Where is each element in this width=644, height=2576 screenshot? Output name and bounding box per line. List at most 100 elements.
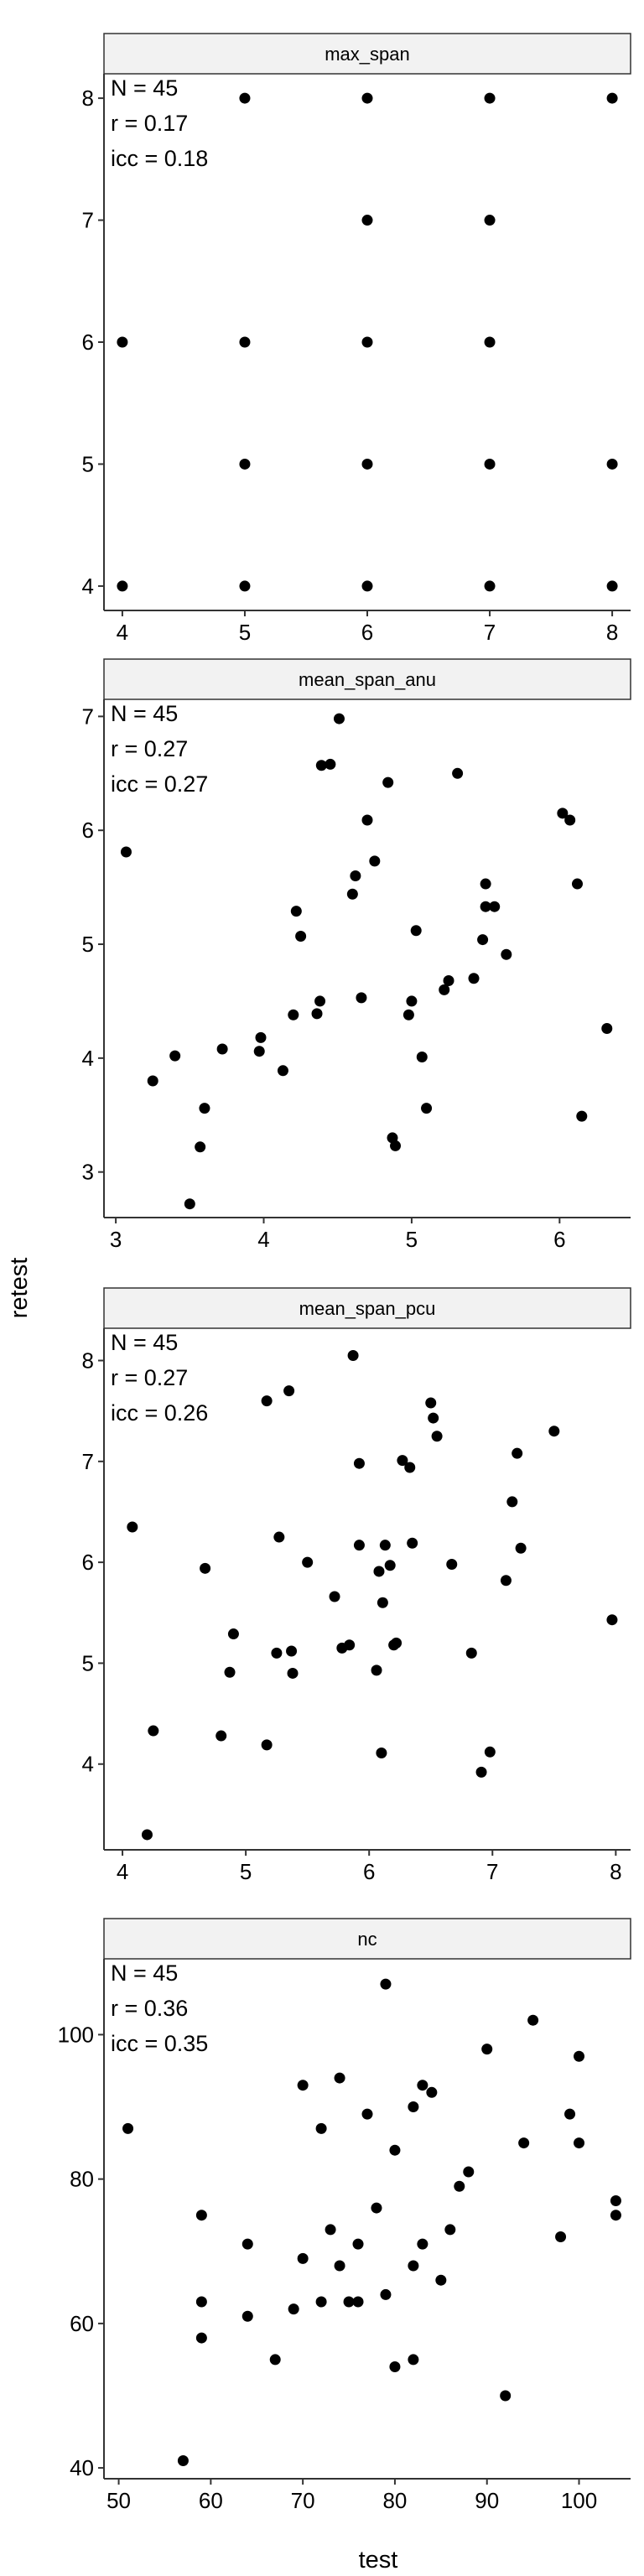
data-point — [200, 1562, 211, 1574]
data-point — [361, 814, 373, 826]
data-point — [484, 92, 496, 104]
stat-annotation: N = 45 — [111, 75, 178, 101]
data-point — [261, 1395, 273, 1407]
data-point — [557, 808, 569, 819]
data-point — [404, 1462, 416, 1473]
y-tick-label: 7 — [82, 1449, 94, 1474]
data-point — [377, 1597, 388, 1608]
stat-annotation: icc = 0.35 — [111, 2031, 208, 2056]
data-point — [239, 580, 251, 592]
data-point — [148, 1725, 159, 1737]
data-point — [390, 1140, 402, 1151]
x-tick-label: 100 — [561, 2488, 597, 2513]
data-point — [352, 2238, 364, 2250]
y-tick-label: 6 — [82, 818, 94, 843]
stat-annotation: r = 0.17 — [111, 111, 188, 136]
x-tick-label: 8 — [606, 620, 618, 645]
data-point — [484, 1746, 496, 1758]
stat-annotation: icc = 0.18 — [111, 146, 208, 171]
y-tick-label: 5 — [82, 1650, 94, 1675]
data-point — [269, 2354, 281, 2366]
data-point — [446, 1559, 458, 1571]
strip-header — [103, 33, 631, 75]
data-point — [465, 1647, 477, 1659]
data-point — [548, 1426, 560, 1437]
facet-panel-mean_span_pcu: mean_span_pcu 4 5 6 7 8 4 5 6 7 8 N = 45 r = 0.27 icc… — [82, 1287, 631, 1884]
x-tick-label: 60 — [199, 2488, 223, 2513]
y-tick-label: 100 — [58, 2022, 94, 2047]
data-point — [389, 2361, 401, 2373]
data-point — [286, 1645, 298, 1657]
data-point — [353, 1540, 365, 1551]
x-tick-label: 8 — [610, 1859, 621, 1884]
data-point — [127, 1521, 138, 1533]
data-point — [329, 1591, 340, 1602]
stat-annotation: N = 45 — [111, 701, 178, 726]
data-point — [350, 870, 361, 882]
data-point — [391, 1637, 402, 1649]
data-point — [382, 776, 394, 788]
data-point — [315, 760, 327, 771]
data-point — [571, 878, 583, 890]
facet-panel-max_span: max_span 4 5 6 7 8 4 5 6 7 8 N = 45 r = 0.17 icc = 0.… — [82, 33, 631, 645]
stat-annotation: r = 0.27 — [111, 1365, 188, 1390]
data-point — [468, 973, 480, 984]
x-axis-title: test — [359, 2547, 398, 2573]
data-point — [515, 1542, 527, 1554]
data-point — [373, 1566, 385, 1577]
x-tick-label: 80 — [382, 2488, 407, 2513]
data-point — [216, 1730, 227, 1742]
x-tick-label: 7 — [484, 620, 496, 645]
data-point — [380, 2288, 392, 2300]
data-point — [117, 580, 128, 592]
data-point — [484, 215, 496, 226]
data-point — [564, 814, 576, 826]
x-tick-label: 50 — [106, 2488, 131, 2513]
data-point — [361, 458, 373, 470]
data-point — [227, 1628, 239, 1640]
data-point — [408, 2354, 419, 2366]
data-point — [297, 2252, 309, 2264]
data-point — [325, 758, 336, 770]
data-point — [389, 2144, 401, 2156]
data-point — [315, 2296, 327, 2308]
data-point — [484, 458, 496, 470]
data-point — [454, 2180, 465, 2192]
x-tick-label: 5 — [240, 1859, 252, 1884]
data-point — [481, 2044, 493, 2055]
facet-panels: max_span 4 5 6 7 8 4 5 6 7 8 N = 45 r = 0.17 icc = 0.… — [58, 33, 631, 2513]
data-point — [444, 2224, 456, 2236]
data-point — [297, 2080, 309, 2091]
facet-panel-mean_span_anu: mean_span_anu 3 4 5 6 7 3 4 5 6 N = 45 r = 0.27 icc … — [82, 658, 631, 1252]
data-point — [177, 2454, 189, 2466]
data-point — [410, 925, 422, 937]
x-tick-label: 6 — [553, 1227, 565, 1252]
data-point — [384, 1560, 396, 1571]
strip-header — [103, 1287, 631, 1329]
data-point — [288, 1009, 299, 1021]
data-point — [484, 336, 496, 348]
strip-header — [103, 1918, 631, 1960]
strip-label: max_span — [325, 44, 410, 65]
data-point — [610, 2194, 621, 2206]
y-tick-label: 6 — [82, 330, 94, 355]
data-point — [408, 2101, 419, 2113]
y-axis-title: retest — [6, 1258, 33, 1319]
data-point — [376, 1748, 387, 1759]
data-point — [147, 1075, 158, 1087]
data-point — [216, 1043, 228, 1055]
x-tick-label: 4 — [257, 1227, 269, 1252]
data-point — [242, 2238, 253, 2250]
data-point — [199, 1103, 210, 1114]
data-point — [333, 713, 345, 724]
data-point — [334, 2260, 345, 2272]
x-tick-label: 3 — [110, 1227, 122, 1252]
data-point — [417, 2238, 428, 2250]
y-tick-label: 4 — [82, 1752, 94, 1777]
data-point — [315, 2122, 327, 2134]
stat-annotation: N = 45 — [111, 1330, 178, 1355]
data-point — [273, 1531, 285, 1543]
data-point — [564, 2108, 576, 2120]
y-tick-label: 5 — [82, 932, 94, 957]
